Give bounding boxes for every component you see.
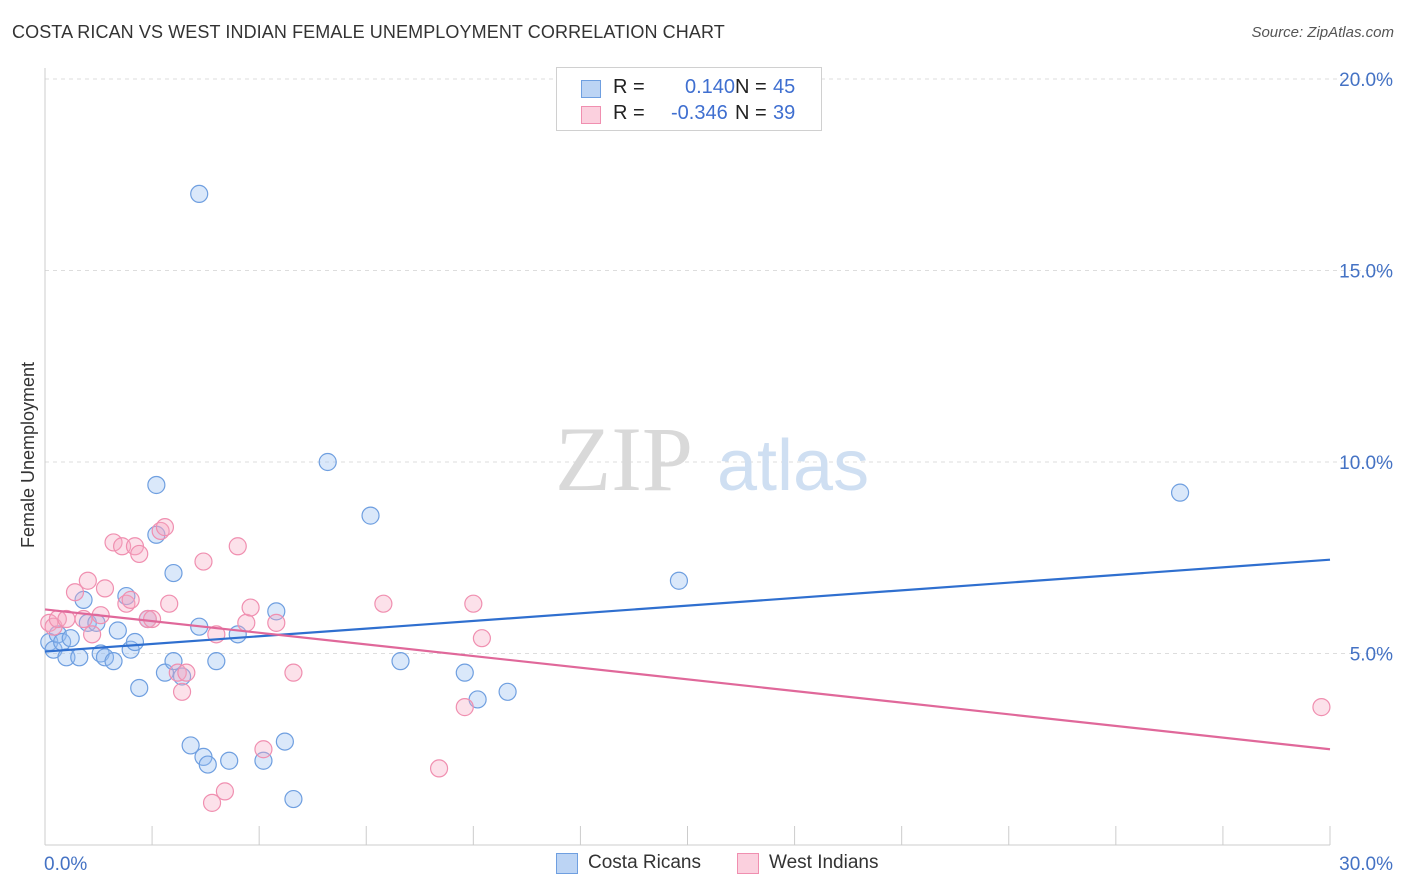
west-indian-point bbox=[83, 625, 102, 644]
axes-layer: 5.0% 10.0% 15.0% 20.0% 0.0% 30.0% bbox=[44, 68, 1393, 875]
west-indian-point bbox=[104, 533, 123, 552]
watermark: ZIP atlas bbox=[555, 408, 869, 510]
costa-ricans-trendline bbox=[44, 558, 1331, 653]
chart-title: COSTA RICAN VS WEST INDIAN FEMALE UNEMPL… bbox=[12, 22, 725, 42]
west-indian-point bbox=[202, 793, 222, 812]
costa-rican-point bbox=[207, 652, 226, 671]
legend-costa-label: Costa Ricans bbox=[588, 852, 701, 873]
watermark-zip: ZIP bbox=[555, 408, 693, 510]
west-indian-point bbox=[112, 537, 132, 556]
x-tick-label-end: 30.0% bbox=[1339, 854, 1393, 875]
west-indians-trendline bbox=[44, 608, 1331, 751]
costa-n-value: 45 bbox=[773, 76, 796, 98]
west-indian-point bbox=[155, 518, 175, 537]
source-label: Source: ZipAtlas.com bbox=[1251, 24, 1394, 41]
costa-rican-point bbox=[130, 678, 149, 698]
costa-rican-point bbox=[455, 663, 474, 682]
y-axis-label: Female Unemployment bbox=[18, 362, 38, 548]
costa-n-label: N = bbox=[735, 76, 767, 98]
west-indian-point bbox=[177, 663, 196, 682]
west-indian-point bbox=[95, 579, 115, 598]
costa-ricans-swatch bbox=[581, 80, 601, 98]
west-indians-swatch bbox=[581, 106, 601, 124]
trendlines bbox=[44, 558, 1331, 751]
costa-rican-point bbox=[164, 652, 183, 671]
costa-rican-point bbox=[181, 736, 200, 755]
west-r-label: R = bbox=[613, 102, 645, 124]
west-indian-point bbox=[172, 682, 192, 701]
west-indian-point bbox=[121, 590, 140, 609]
west-indian-point bbox=[254, 740, 273, 759]
costa-rican-point bbox=[198, 755, 217, 774]
west-indian-point bbox=[237, 613, 256, 632]
west-indian-point bbox=[160, 594, 179, 613]
costa-rican-point bbox=[220, 751, 239, 770]
y-tick-label: 15.0% bbox=[1339, 262, 1393, 283]
costa-rican-point bbox=[95, 648, 115, 667]
west-indian-point bbox=[241, 598, 260, 617]
west-indian-point bbox=[194, 552, 213, 571]
costa-rican-point bbox=[361, 506, 380, 525]
y-tick-label: 10.0% bbox=[1339, 453, 1393, 474]
west-indian-point bbox=[78, 571, 97, 590]
legend-west-swatch bbox=[737, 853, 759, 874]
west-n-label: N = bbox=[735, 102, 767, 124]
west-indian-point bbox=[472, 629, 491, 648]
y-tick-label: 20.0% bbox=[1339, 70, 1393, 91]
west-indian-point bbox=[65, 583, 85, 602]
costa-rican-point bbox=[669, 571, 689, 590]
costa-rican-point bbox=[284, 789, 303, 809]
west-n-value: 39 bbox=[773, 102, 796, 124]
y-tick-label: 5.0% bbox=[1350, 645, 1393, 666]
costa-rican-point bbox=[104, 652, 123, 671]
west-indian-point bbox=[267, 613, 286, 632]
legend-costa-swatch bbox=[556, 853, 578, 874]
legend-west-label: West Indians bbox=[769, 852, 879, 873]
west-indian-point bbox=[464, 594, 483, 613]
grid-layer bbox=[45, 78, 1392, 654]
costa-rican-point bbox=[190, 184, 209, 203]
west-indian-point bbox=[142, 609, 162, 629]
west-r-value: -0.346 bbox=[671, 102, 728, 124]
costa-rican-point bbox=[1170, 483, 1190, 502]
west-indian-point bbox=[228, 537, 247, 556]
watermark-atlas: atlas bbox=[717, 426, 869, 506]
west-indian-point bbox=[130, 544, 149, 564]
west-indian-point bbox=[374, 594, 393, 613]
x-tick-label-start: 0.0% bbox=[44, 854, 87, 875]
west-indian-point bbox=[429, 759, 449, 778]
costa-rican-point bbox=[391, 652, 410, 671]
costa-rican-point bbox=[70, 648, 89, 667]
costa-rican-point bbox=[61, 629, 80, 648]
west-indian-point bbox=[215, 782, 234, 801]
costa-rican-point bbox=[164, 563, 183, 583]
costa-rican-point bbox=[57, 648, 76, 667]
costa-rican-point bbox=[498, 682, 517, 701]
costa-rican-point bbox=[147, 475, 166, 495]
costa-rican-point bbox=[108, 621, 127, 640]
west-indian-point bbox=[1312, 698, 1331, 717]
costa-r-value: 0.140 bbox=[685, 76, 736, 98]
costa-rican-point bbox=[275, 732, 294, 751]
costa-r-label: R = bbox=[613, 76, 645, 98]
west-indian-point bbox=[455, 698, 474, 717]
stats-legend-box: R = 0.140 N = 45 R = -0.346 N = 39 bbox=[556, 67, 822, 131]
west-indian-point bbox=[284, 663, 303, 682]
costa-rican-point bbox=[125, 632, 145, 652]
costa-rican-point bbox=[318, 452, 337, 472]
